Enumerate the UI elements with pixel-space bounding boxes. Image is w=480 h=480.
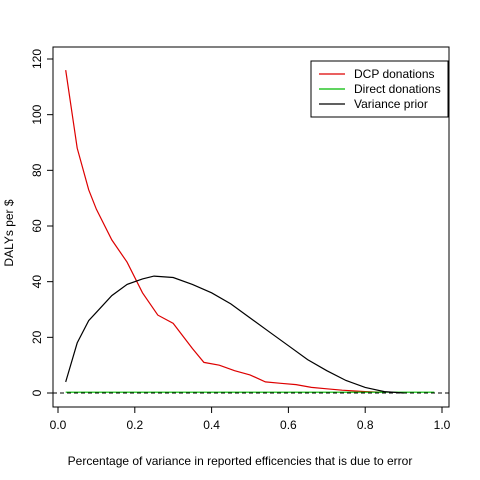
y-axis: 0 20 40 60 80 100 120 [30,49,53,396]
x-tick-label: 1.0 [434,418,451,432]
y-tick-label: 100 [30,104,44,124]
x-tick-label: 0.8 [357,418,374,432]
series-line-dcp-donations [65,70,381,393]
plot-lines [65,70,435,394]
y-tick-label: 0 [30,389,44,396]
x-tick-label: 0.0 [50,418,67,432]
x-tick-label: 0.2 [126,418,143,432]
plot-box [52,46,450,408]
y-tick-label: 40 [30,275,44,289]
legend-label-direct-donations: Direct donations [354,82,441,96]
y-tick-label: 20 [30,330,44,344]
y-tick-label: 60 [30,219,44,233]
x-axis-title: Percentage of variance in reported effic… [68,454,413,468]
y-tick-label: 80 [30,163,44,177]
x-tick-label: 0.6 [280,418,297,432]
x-axis: 0.0 0.2 0.4 0.6 0.8 1.0 [50,407,451,432]
x-tick-label: 0.4 [203,418,220,432]
y-tick-label: 120 [30,49,44,69]
legend: DCP donations Direct donations Variance … [310,60,449,118]
y-axis-title: DALYs per $ [2,199,16,266]
legend-label-variance-prior: Variance prior [354,97,428,111]
series-line-variance-prior [65,275,404,394]
legend-label-dcp-donations: DCP donations [354,67,435,81]
